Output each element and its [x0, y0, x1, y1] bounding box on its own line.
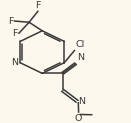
Text: F: F: [35, 1, 40, 10]
Text: N: N: [77, 53, 84, 62]
Text: F: F: [12, 29, 17, 38]
Text: F: F: [8, 16, 13, 26]
Text: O: O: [75, 114, 82, 123]
Text: N: N: [79, 97, 86, 106]
Text: Cl: Cl: [76, 40, 85, 49]
Text: N: N: [11, 58, 18, 67]
